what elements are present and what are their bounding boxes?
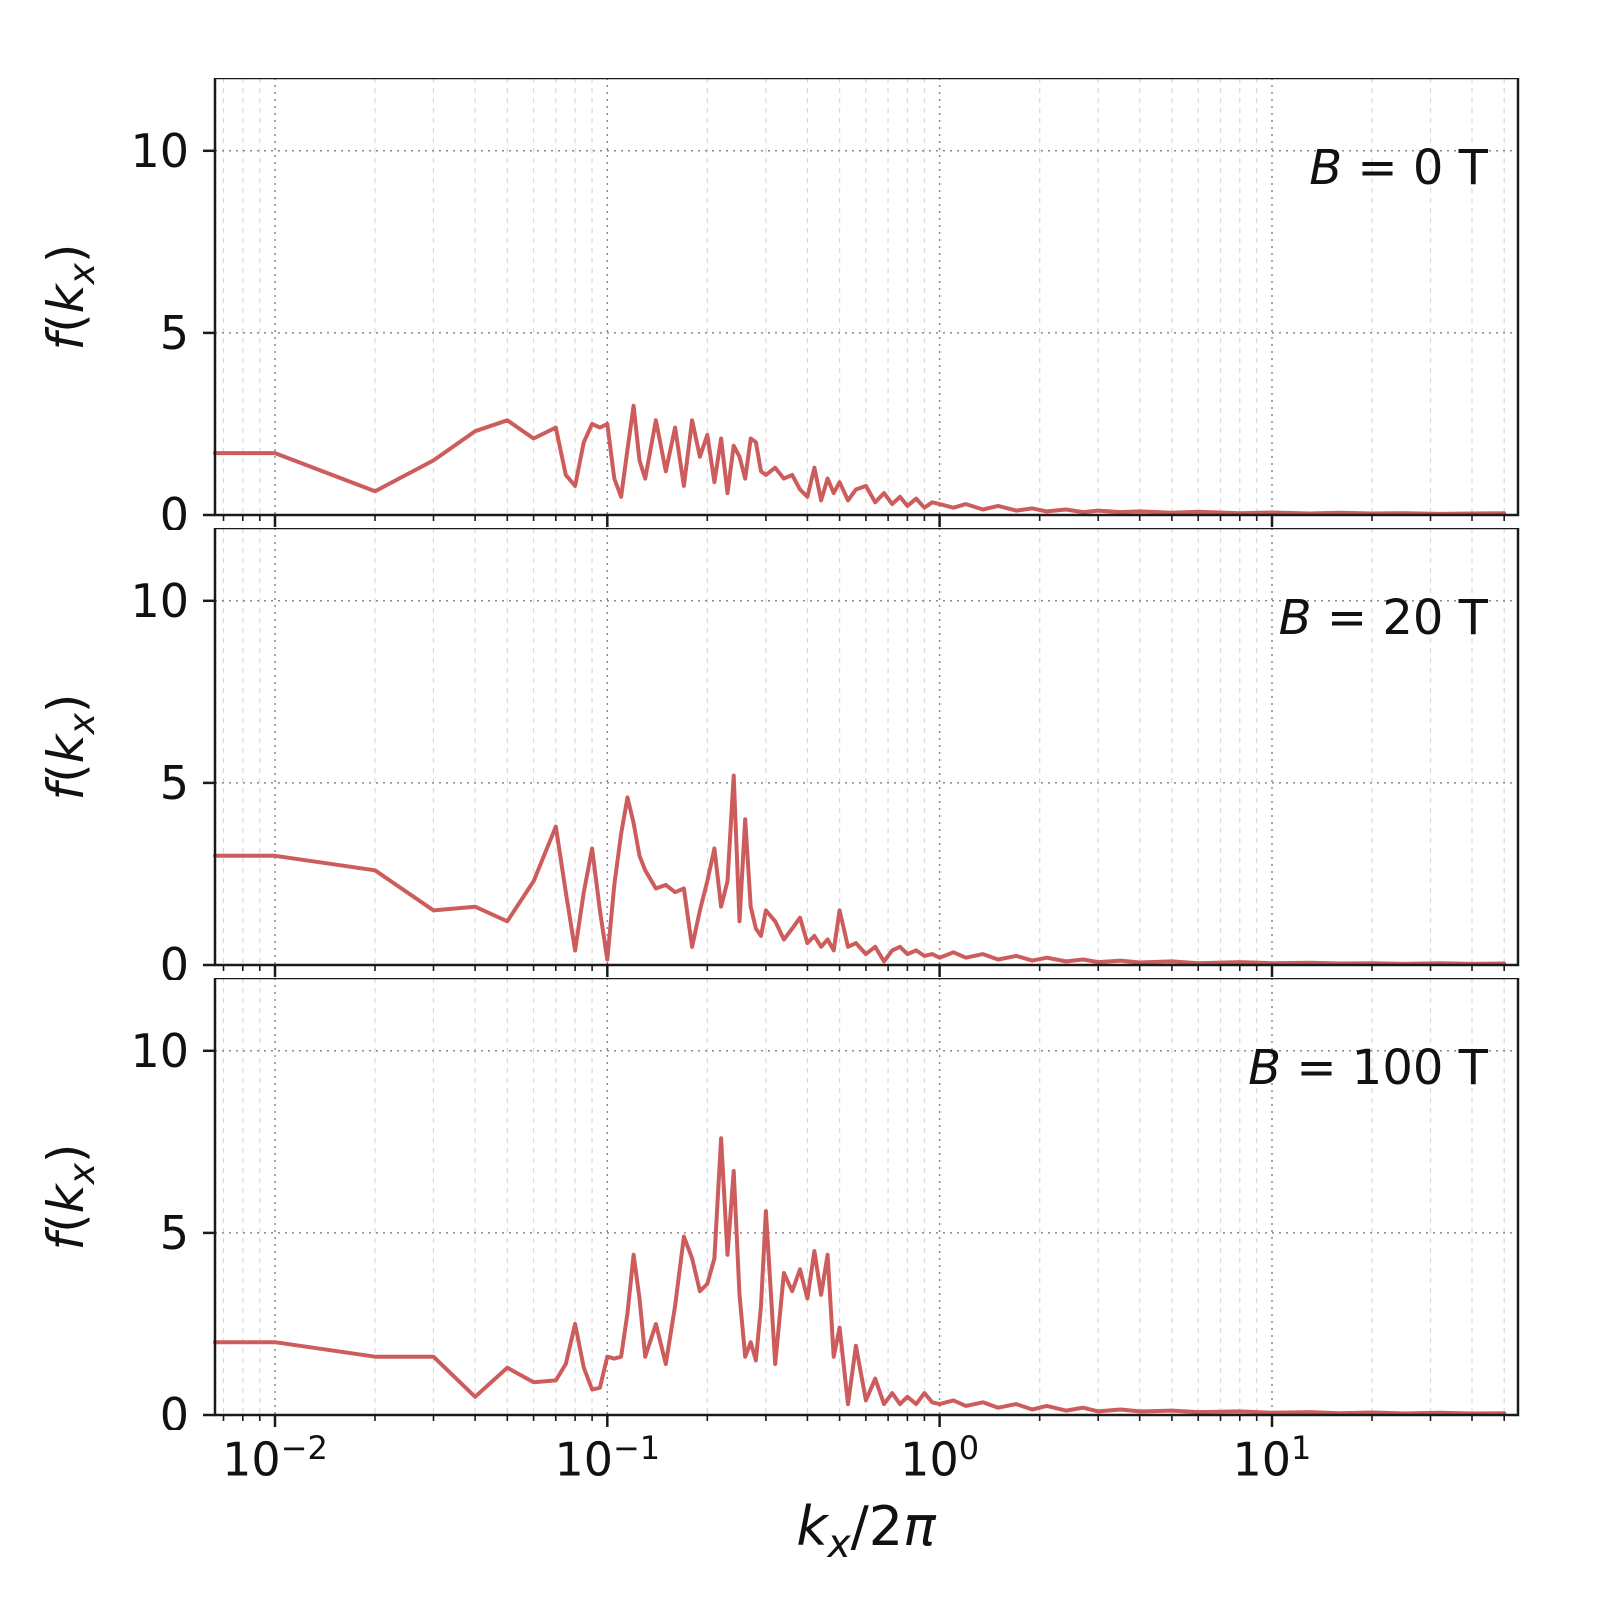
x-tick-labels: 10−2 10−1 100 101 [0,1429,1600,1499]
ylabel-sub: x [62,1163,103,1185]
x-tick-label: 101 [1232,1429,1312,1487]
plot-svg-0: 0 5 10 [130,78,1520,530]
y-axis-label: f(kx) [37,977,103,1417]
annotation-rest: = 0 T [1342,140,1488,196]
ylabel-open: ( [37,1213,95,1233]
annotation-var: B [1309,140,1343,196]
plot-svg-1: 0 5 10 [130,528,1520,980]
annotation-rest: = 20 T [1311,590,1488,646]
y-axis-label: f(kx) [37,77,103,517]
xlabel-pi: π [903,1495,936,1558]
ylabel-close: ) [37,1143,95,1164]
ylabel-open: ( [37,763,95,783]
x-tick-label: 10−2 [222,1429,328,1487]
ylabel-k: k [37,734,95,764]
annotation-var: B [1248,1040,1282,1096]
ylabel-close: ) [37,693,95,714]
annotation-var: B [1278,590,1312,646]
plot-svg-2: 0 5 10 [130,978,1520,1430]
svg-text:5: 5 [160,306,189,360]
panel-b0: f(kx) 0 5 10 B = 0 T [0,78,1600,533]
annotation-b100: B = 100 T [1248,1040,1488,1096]
svg-text:5: 5 [160,1206,189,1260]
ylabel-f: f [37,782,95,801]
y-axis-label: f(kx) [37,527,103,967]
ylabel-f: f [37,332,95,351]
ylabel-open: ( [37,313,95,333]
ylabel-sub: x [62,263,103,285]
ylabel-close: ) [37,243,95,264]
svg-text:10: 10 [130,574,189,628]
x-axis-label: kx/2π [666,1495,1066,1567]
ylabel-k: k [37,284,95,314]
svg-text:0: 0 [160,938,189,980]
svg-text:5: 5 [160,756,189,810]
xlabel-sub: x [827,1521,851,1567]
x-tick-label: 100 [900,1429,980,1487]
svg-text:0: 0 [160,488,189,530]
ylabel-k: k [37,1184,95,1214]
panel-b100: f(kx) 0 5 10 B = 100 T [0,978,1600,1433]
svg-text:0: 0 [160,1388,189,1430]
xlabel-slash: /2 [850,1495,904,1558]
ylabel-f: f [37,1232,95,1251]
annotation-rest: = 100 T [1281,1040,1488,1096]
x-tick-label: 10−1 [554,1429,661,1487]
annotation-b0: B = 0 T [1309,140,1488,196]
ylabel-sub: x [62,713,103,735]
svg-text:10: 10 [130,124,189,178]
svg-text:10: 10 [130,1024,189,1078]
annotation-b20: B = 20 T [1279,590,1488,646]
xlabel-k: k [796,1495,828,1558]
panel-b20: f(kx) 0 5 10 B = 20 T [0,528,1600,983]
